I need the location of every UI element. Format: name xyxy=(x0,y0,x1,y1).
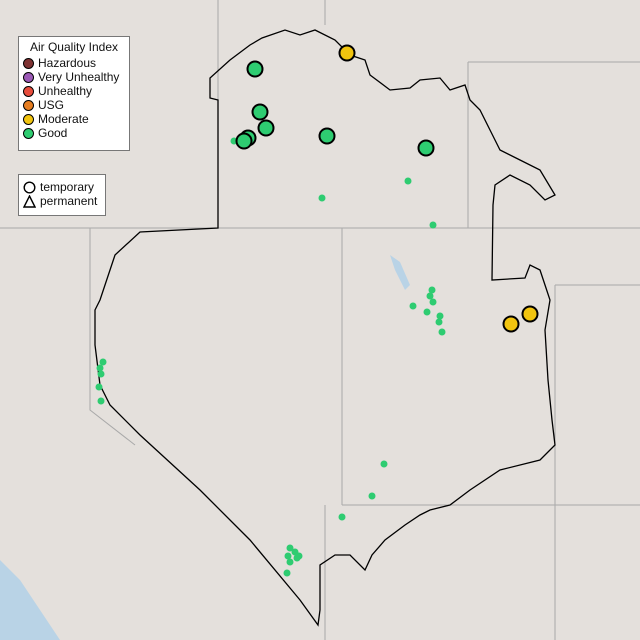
monitor-marker-small[interactable] xyxy=(426,292,434,300)
monitor-marker-small[interactable] xyxy=(283,569,291,577)
monitor-marker-small[interactable] xyxy=(95,383,103,391)
monitor-marker-small[interactable] xyxy=(429,298,437,306)
aqi-legend: Air Quality Index Hazardous Very Unhealth… xyxy=(18,36,130,151)
region-boundary xyxy=(94,29,556,627)
legend-label: permanent xyxy=(40,194,98,208)
monitor-marker-small[interactable] xyxy=(423,308,431,316)
monitor-marker-temporary[interactable] xyxy=(257,119,275,137)
legend-label: Very Unhealthy xyxy=(38,70,120,84)
legend-item-good: Good xyxy=(19,126,129,140)
monitor-marker-small[interactable] xyxy=(286,558,294,566)
monitor-marker-small[interactable] xyxy=(284,552,292,560)
legend-item-usg: USG xyxy=(19,98,129,112)
legend-label: Good xyxy=(38,126,68,140)
monitor-marker-small[interactable] xyxy=(409,302,417,310)
monitor-marker-temporary[interactable] xyxy=(235,132,253,150)
monitor-marker-small[interactable] xyxy=(97,370,105,378)
monitor-marker-temporary[interactable] xyxy=(338,44,356,62)
monitor-marker-small[interactable] xyxy=(428,286,436,294)
color-swatch-icon xyxy=(23,71,34,83)
monitor-marker-temporary[interactable] xyxy=(246,60,264,78)
legend-label: Hazardous xyxy=(38,56,97,70)
legend-item-very-unhealthy: Very Unhealthy xyxy=(19,70,129,84)
legend-item-moderate: Moderate xyxy=(19,112,129,126)
monitor-marker-small[interactable] xyxy=(295,552,303,560)
monitor-marker-small[interactable] xyxy=(96,364,104,372)
legend-label: USG xyxy=(38,98,65,112)
monitor-marker-temporary[interactable] xyxy=(318,127,336,145)
monitor-marker-small[interactable] xyxy=(97,397,105,405)
lake xyxy=(390,255,410,290)
legend-label: Moderate xyxy=(38,112,89,126)
type-legend: temporary permanent xyxy=(18,174,106,216)
legend-title: Air Quality Index xyxy=(29,40,119,54)
legend-item-permanent: permanent xyxy=(19,194,105,208)
color-swatch-icon xyxy=(23,99,34,111)
legend-label: temporary xyxy=(40,180,95,194)
color-swatch-icon xyxy=(23,57,34,69)
monitor-marker-small[interactable] xyxy=(429,221,437,229)
monitor-marker-small[interactable] xyxy=(438,328,446,336)
monitor-marker-small[interactable] xyxy=(404,177,412,185)
monitor-marker-temporary[interactable] xyxy=(502,315,520,333)
color-swatch-icon xyxy=(23,85,34,97)
monitor-marker-temporary[interactable] xyxy=(521,305,539,323)
monitor-marker-small[interactable] xyxy=(338,513,346,521)
legend-item-unhealthy: Unhealthy xyxy=(19,84,129,98)
monitor-marker-small[interactable] xyxy=(380,460,388,468)
monitor-marker-small[interactable] xyxy=(99,358,107,366)
legend-item-temporary: temporary xyxy=(19,180,105,194)
monitor-marker-small[interactable] xyxy=(286,544,294,552)
color-swatch-icon xyxy=(23,127,34,139)
monitor-marker-small[interactable] xyxy=(368,492,376,500)
ocean xyxy=(0,560,60,640)
color-swatch-icon xyxy=(23,113,34,125)
legend-item-hazardous: Hazardous xyxy=(19,56,129,70)
triangle-icon xyxy=(23,194,36,208)
monitor-marker-temporary[interactable] xyxy=(417,139,435,157)
monitor-marker-small[interactable] xyxy=(435,318,443,326)
monitor-marker-small[interactable] xyxy=(436,312,444,320)
monitor-marker-temporary[interactable] xyxy=(251,103,269,121)
legend-label: Unhealthy xyxy=(38,84,93,98)
circle-icon xyxy=(23,180,36,194)
monitor-marker-small[interactable] xyxy=(318,194,326,202)
